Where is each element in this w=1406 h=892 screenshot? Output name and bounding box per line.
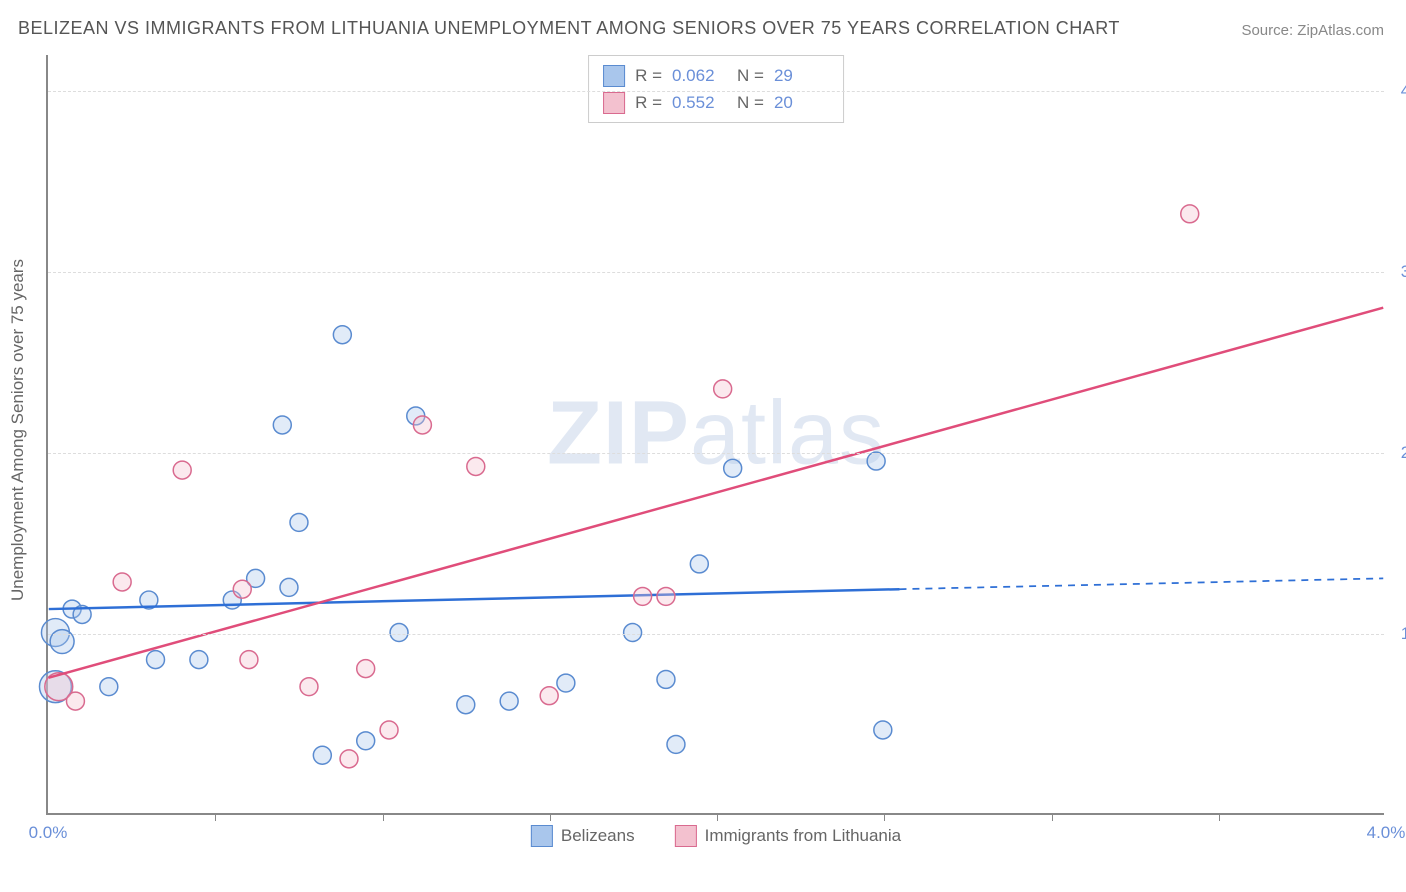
stats-row-series-2: R = 0.552 N = 20 <box>603 89 829 116</box>
scatter-point <box>634 587 652 605</box>
legend-bottom: Belizeans Immigrants from Lithuania <box>531 825 901 847</box>
scatter-point <box>657 670 675 688</box>
scatter-point <box>313 746 331 764</box>
stats-n-label-2: N = <box>737 89 764 116</box>
y-tick-label: 40.0% <box>1401 81 1406 101</box>
gridline <box>48 634 1384 635</box>
x-minor-tick <box>383 813 384 821</box>
stats-r-label-2: R = <box>635 89 662 116</box>
scatter-point <box>357 732 375 750</box>
scatter-point <box>500 692 518 710</box>
stats-swatch-1 <box>603 65 625 87</box>
x-tick-label: 4.0% <box>1367 823 1406 843</box>
scatter-point <box>540 687 558 705</box>
y-tick-label: 30.0% <box>1401 262 1406 282</box>
scatter-point <box>690 555 708 573</box>
scatter-point <box>273 416 291 434</box>
stats-row-series-1: R = 0.062 N = 29 <box>603 62 829 89</box>
gridline <box>48 453 1384 454</box>
legend-label-1: Belizeans <box>561 826 635 846</box>
x-minor-tick <box>884 813 885 821</box>
stats-r-label-1: R = <box>635 62 662 89</box>
scatter-point <box>300 678 318 696</box>
scatter-point <box>724 459 742 477</box>
x-minor-tick <box>215 813 216 821</box>
chart-title: BELIZEAN VS IMMIGRANTS FROM LITHUANIA UN… <box>18 18 1120 39</box>
scatter-point <box>66 692 84 710</box>
trend-line-extrapolated <box>899 578 1383 589</box>
scatter-point <box>413 416 431 434</box>
scatter-point <box>147 651 165 669</box>
stats-n-value-1: 29 <box>774 62 829 89</box>
legend-item-1: Belizeans <box>531 825 635 847</box>
scatter-point <box>467 458 485 476</box>
scatter-point <box>390 624 408 642</box>
x-tick-label: 0.0% <box>29 823 68 843</box>
stats-n-value-2: 20 <box>774 89 829 116</box>
gridline <box>48 91 1384 92</box>
scatter-point <box>233 580 251 598</box>
scatter-point <box>624 624 642 642</box>
scatter-point <box>280 578 298 596</box>
scatter-point <box>457 696 475 714</box>
scatter-point <box>240 651 258 669</box>
scatter-point <box>190 651 208 669</box>
scatter-point <box>290 513 308 531</box>
trend-line <box>49 308 1383 678</box>
scatter-point <box>113 573 131 591</box>
scatter-point <box>357 660 375 678</box>
y-tick-label: 20.0% <box>1401 443 1406 463</box>
x-minor-tick <box>1052 813 1053 821</box>
legend-swatch-1 <box>531 825 553 847</box>
y-tick-label: 10.0% <box>1401 624 1406 644</box>
chart-svg <box>48 55 1384 813</box>
stats-n-label-1: N = <box>737 62 764 89</box>
scatter-point <box>867 452 885 470</box>
x-minor-tick <box>1219 813 1220 821</box>
stats-r-value-2: 0.552 <box>672 89 727 116</box>
stats-swatch-2 <box>603 92 625 114</box>
trend-line <box>49 589 900 609</box>
stats-r-value-1: 0.062 <box>672 62 727 89</box>
scatter-point <box>340 750 358 768</box>
scatter-point <box>714 380 732 398</box>
x-minor-tick <box>550 813 551 821</box>
scatter-point <box>1181 205 1199 223</box>
legend-item-2: Immigrants from Lithuania <box>675 825 902 847</box>
scatter-point <box>100 678 118 696</box>
x-minor-tick <box>717 813 718 821</box>
y-axis-label: Unemployment Among Seniors over 75 years <box>8 259 28 601</box>
legend-label-2: Immigrants from Lithuania <box>705 826 902 846</box>
scatter-point <box>557 674 575 692</box>
gridline <box>48 272 1384 273</box>
chart-plot-area: ZIPatlas R = 0.062 N = 29 R = 0.552 N = … <box>46 55 1384 815</box>
scatter-point <box>657 587 675 605</box>
scatter-point <box>333 326 351 344</box>
legend-swatch-2 <box>675 825 697 847</box>
scatter-point <box>874 721 892 739</box>
correlation-stats-box: R = 0.062 N = 29 R = 0.552 N = 20 <box>588 55 844 123</box>
scatter-point <box>667 735 685 753</box>
scatter-point <box>173 461 191 479</box>
source-attribution: Source: ZipAtlas.com <box>1241 22 1384 39</box>
scatter-point <box>380 721 398 739</box>
